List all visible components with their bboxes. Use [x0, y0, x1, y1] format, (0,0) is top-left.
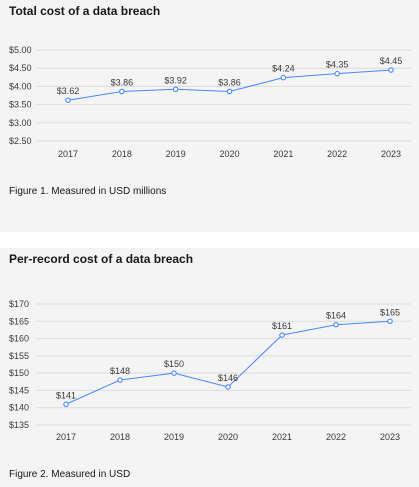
x-tick-label: 2023	[381, 149, 401, 159]
x-tick-label: 2020	[218, 432, 238, 442]
y-tick-label: $3.50	[9, 100, 32, 110]
y-tick-label: $150	[9, 368, 29, 378]
data-label: $4.24	[272, 64, 295, 74]
x-tick-label: 2019	[164, 432, 184, 442]
data-point	[280, 333, 284, 337]
x-tick-label: 2023	[380, 432, 400, 442]
y-tick-label: $165	[9, 316, 29, 326]
total-cost-chart: $2.50 $3.00 $3.50 $4.00 $4.50 $5.00 2017 2018 20…	[0, 0, 419, 232]
chart-panel-per-record-cost: Per-record cost of a data breach $135 $14…	[0, 248, 419, 487]
data-point	[389, 68, 393, 72]
data-label: $165	[380, 307, 400, 317]
y-tick-label: $5.00	[9, 45, 32, 55]
data-label: $161	[272, 321, 292, 331]
data-point	[64, 402, 68, 406]
x-tick-label: 2018	[110, 432, 130, 442]
series-line	[66, 321, 390, 404]
data-label: $3.86	[111, 77, 134, 87]
data-label: $3.62	[57, 86, 80, 96]
y-tick-label: $4.50	[9, 63, 32, 73]
data-label: $4.45	[380, 56, 403, 66]
data-label: $3.92	[164, 75, 187, 85]
y-tick-label: $160	[9, 334, 29, 344]
x-tick-label: 2018	[112, 149, 132, 159]
data-label: $146	[218, 373, 238, 383]
x-tick-label: 2021	[272, 432, 292, 442]
data-point	[227, 89, 231, 93]
y-tick-label: $135	[9, 420, 29, 430]
y-tick-label: $140	[9, 403, 29, 413]
data-point	[281, 75, 285, 79]
data-label: $150	[164, 359, 184, 369]
data-label: $3.86	[218, 77, 241, 87]
x-tick-label: 2017	[58, 149, 78, 159]
x-tick-label: 2020	[219, 149, 239, 159]
y-tick-label: $4.00	[9, 81, 32, 91]
data-point	[226, 385, 230, 389]
data-point	[118, 378, 122, 382]
data-point	[388, 319, 392, 323]
data-point	[120, 89, 124, 93]
data-point	[334, 323, 338, 327]
y-tick-label: $170	[9, 299, 29, 309]
data-label: $148	[110, 366, 130, 376]
data-point	[172, 371, 176, 375]
x-tick-label: 2017	[56, 432, 76, 442]
data-point	[335, 71, 339, 75]
data-label: $141	[56, 390, 76, 400]
y-tick-label: $145	[9, 385, 29, 395]
chart-caption: Figure 1. Measured in USD millions	[9, 186, 166, 197]
data-label: $4.35	[326, 60, 349, 70]
data-label: $164	[326, 311, 346, 321]
x-tick-label: 2021	[273, 149, 293, 159]
y-tick-label: $155	[9, 351, 29, 361]
x-tick-label: 2019	[166, 149, 186, 159]
x-tick-label: 2022	[326, 432, 346, 442]
data-point	[66, 98, 70, 102]
chart-panel-total-cost: Total cost of a data breach $2.50 $3.00 $3…	[0, 0, 419, 232]
data-point	[173, 87, 177, 91]
chart-caption: Figure 2. Measured in USD	[9, 469, 130, 480]
per-record-cost-chart: $135 $140 $145 $150 $155 $160 $165 $170 2017 2018…	[0, 248, 419, 487]
x-tick-label: 2022	[327, 149, 347, 159]
y-tick-label: $2.50	[9, 136, 32, 146]
y-tick-label: $3.00	[9, 118, 32, 128]
